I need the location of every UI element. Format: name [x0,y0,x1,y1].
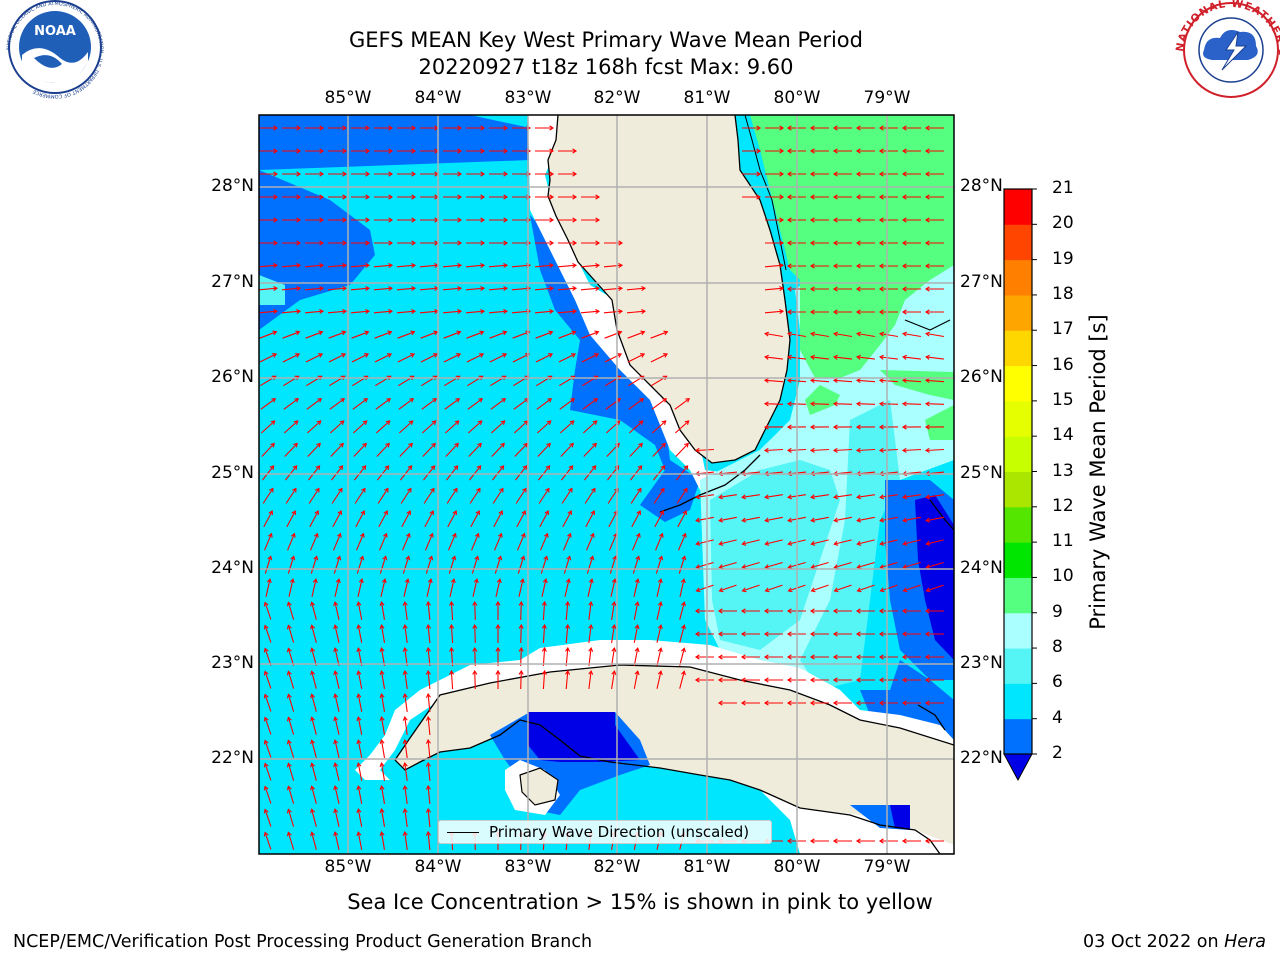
longitude-label: 82°W [593,88,641,108]
footer-date-text: 03 Oct 2022 on [1083,932,1225,952]
longitude-label: 85°W [324,857,372,877]
colorbar-tick-label: 19 [1052,248,1074,269]
latitude-label: 25°N [960,463,1003,483]
latitude-label: 27°N [960,272,1003,292]
map-legend: Primary Wave Direction (unscaled) [438,820,772,844]
latitude-label: 28°N [211,176,254,196]
colorbar-band [1004,365,1032,402]
latitude-label: 24°N [211,558,254,578]
latitude-label: 28°N [960,176,1003,196]
colorbar-band [1004,259,1032,296]
colorbar-band [1004,718,1032,755]
colorbar-tick-label: 4 [1052,707,1063,728]
longitude-label: 80°W [773,857,821,877]
longitude-label: 85°W [324,88,372,108]
colorbar-tick-label: 11 [1052,531,1074,552]
colorbar-tick-label: 13 [1052,460,1074,481]
colorbar-tick-label: 16 [1052,354,1074,375]
latitude-label: 26°N [960,367,1003,387]
colorbar-band [1004,436,1032,472]
chart-title: GEFS MEAN Key West Primary Wave Mean Per… [349,28,863,52]
colorbar-band [1004,683,1032,720]
footer-date: 03 Oct 2022 on Hera [1083,932,1266,952]
colorbar [1003,188,1037,782]
colorbar-tick-label: 10 [1052,566,1074,587]
legend-line-sample [447,832,479,833]
colorbar-band [1004,648,1032,684]
colorbar-band [1004,294,1032,331]
map-gridlines [259,115,954,854]
latitude-label: 27°N [211,272,254,292]
colorbar-tick-label: 14 [1052,425,1074,446]
sea-ice-note: Sea Ice Concentration > 15% is shown in … [347,890,933,914]
colorbar-tick-label: 17 [1052,319,1074,340]
longitude-label: 82°W [593,857,641,877]
colorbar-tick-label: 12 [1052,495,1074,516]
nws-ring-text: NATIONAL WEATHER SERVICE [0,0,1280,58]
longitude-label: 80°W [773,88,821,108]
noaa-logo-icon: NOAA NATIONAL OCEANIC AND ATMOSPHERIC AD… [6,0,104,99]
latitude-label: 22°N [960,748,1003,768]
colorbar-tick-label: 2 [1052,743,1063,763]
footer-machine: Hera [1224,932,1266,952]
latitude-label: 24°N [960,558,1003,578]
longitude-label: 84°W [414,857,462,877]
longitude-label: 84°W [414,88,462,108]
colorbar-tick-label: 15 [1052,389,1074,410]
colorbar-tick-label: 6 [1052,672,1063,693]
longitude-label: 79°W [863,857,911,877]
colorbar-band [1004,330,1032,367]
chart-subtitle: 20220927 t18z 168h fcst Max: 9.60 [418,55,794,79]
colorbar-band [1004,612,1032,649]
nws-logo-icon: NATIONAL WEATHER SERVICE [0,0,1280,98]
longitude-label: 81°W [683,857,731,877]
colorbar-label: Primary Wave Mean Period [s] [1086,314,1110,630]
latitude-label: 26°N [211,367,254,387]
noaa-logo-text: NOAA [34,24,76,39]
footer-organization: NCEP/EMC/Verification Post Processing Pr… [13,932,593,952]
colorbar-extend-triangle [1003,753,1033,782]
colorbar-tick-label: 9 [1052,601,1063,622]
latitude-label: 22°N [211,748,254,768]
latitude-label: 23°N [960,653,1003,673]
colorbar-tick-label: 21 [1052,178,1074,198]
colorbar-tick-label: 20 [1052,213,1074,234]
longitude-label: 83°W [504,857,552,877]
latitude-label: 25°N [211,463,254,483]
map-area [259,115,954,854]
colorbar-band [1004,577,1032,614]
longitude-label: 83°W [504,88,552,108]
longitude-label: 79°W [863,88,911,108]
colorbar-band [1004,224,1032,261]
map-frame [258,114,955,855]
longitude-label: 81°W [683,88,731,108]
colorbar-band [1004,400,1032,437]
legend-label: Primary Wave Direction (unscaled) [489,823,750,841]
colorbar-band [1004,189,1032,225]
colorbar-tick-label: 18 [1052,283,1074,304]
colorbar-tick-label: 8 [1052,637,1063,658]
svg-text:NATIONAL WEATHER SERVICE: NATIONAL WEATHER SERVICE [0,0,1280,58]
colorbar-band [1004,506,1032,543]
latitude-label: 23°N [211,653,254,673]
colorbar-band [1004,471,1032,508]
colorbar-band [1004,542,1032,578]
